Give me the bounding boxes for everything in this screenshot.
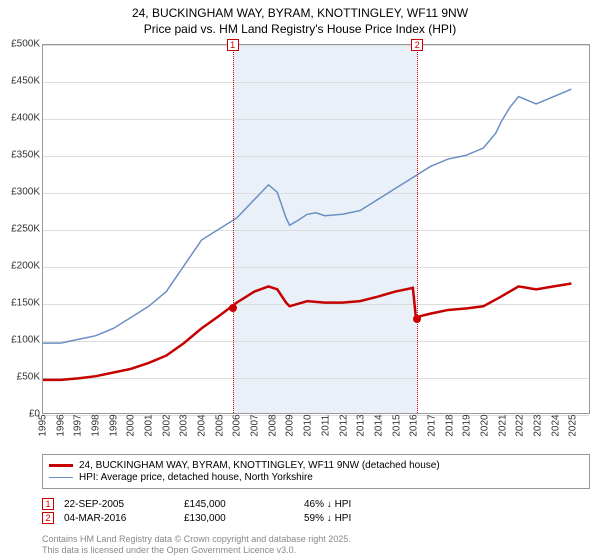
x-tick-label: 2016	[409, 414, 420, 436]
x-tick-label: 2001	[144, 414, 155, 436]
marker-box: 1	[227, 39, 239, 51]
x-tick-label: 2023	[532, 414, 543, 436]
x-tick-label: 2020	[479, 414, 490, 436]
marker-dot	[229, 304, 237, 312]
transaction-table: 1 22-SEP-2005£145,00046% ↓ HPI 2 04-MAR-201…	[42, 496, 424, 526]
series-property	[43, 283, 571, 379]
tx-date: 04-MAR-2016	[64, 513, 184, 524]
x-tick-label: 2021	[497, 414, 508, 436]
y-tick-label: £300K	[0, 187, 40, 198]
footer-line1: Contains HM Land Registry data © Crown c…	[42, 534, 351, 545]
x-tick-label: 2025	[568, 414, 579, 436]
footer-line2: This data is licensed under the Open Gov…	[42, 545, 351, 556]
x-tick-label: 2002	[161, 414, 172, 436]
legend-label-property: 24, BUCKINGHAM WAY, BYRAM, KNOTTINGLEY, …	[79, 460, 440, 471]
title-line2: Price paid vs. HM Land Registry's House …	[0, 22, 600, 38]
tx-delta: 59% ↓ HPI	[304, 513, 424, 524]
x-tick-label: 2005	[214, 414, 225, 436]
x-tick-label: 2011	[320, 415, 331, 437]
x-tick-label: 2006	[232, 414, 243, 436]
x-tick-label: 2000	[126, 414, 137, 436]
x-tick-label: 1999	[108, 414, 119, 436]
x-tick-label: 2010	[303, 414, 314, 436]
tx-marker: 1	[42, 498, 54, 510]
marker-box: 2	[411, 39, 423, 51]
marker-vline	[233, 45, 234, 413]
legend-label-hpi: HPI: Average price, detached house, Nort…	[79, 472, 313, 483]
x-tick-label: 2018	[444, 414, 455, 436]
marker-dot	[413, 315, 421, 323]
y-tick-label: £50K	[0, 372, 40, 383]
y-tick-label: £250K	[0, 224, 40, 235]
x-tick-label: 2008	[267, 414, 278, 436]
tx-price: £145,000	[184, 499, 304, 510]
transaction-row: 2 04-MAR-2016£130,00059% ↓ HPI	[42, 512, 424, 524]
x-tick-label: 1996	[55, 414, 66, 436]
y-tick-label: £500K	[0, 39, 40, 50]
legend-swatch-hpi	[49, 477, 73, 478]
x-tick-label: 1997	[73, 414, 84, 436]
legend-row-hpi: HPI: Average price, detached house, Nort…	[49, 472, 583, 483]
tx-delta: 46% ↓ HPI	[304, 499, 424, 510]
tx-price: £130,000	[184, 513, 304, 524]
y-tick-label: £0	[0, 409, 40, 420]
x-tick-label: 1998	[91, 414, 102, 436]
legend: 24, BUCKINGHAM WAY, BYRAM, KNOTTINGLEY, …	[42, 454, 590, 489]
x-tick-label: 2019	[462, 414, 473, 436]
series-hpi	[43, 89, 571, 343]
x-tick-label: 2015	[391, 414, 402, 436]
x-tick-label: 2014	[373, 414, 384, 436]
tx-marker: 2	[42, 512, 54, 524]
y-tick-label: £400K	[0, 113, 40, 124]
y-tick-label: £350K	[0, 150, 40, 161]
y-tick-label: £200K	[0, 261, 40, 272]
x-tick-label: 2004	[197, 414, 208, 436]
y-tick-label: £150K	[0, 298, 40, 309]
x-tick-label: 2007	[250, 414, 261, 436]
x-tick-label: 2024	[550, 414, 561, 436]
x-tick-label: 2003	[179, 414, 190, 436]
chart-title: 24, BUCKINGHAM WAY, BYRAM, KNOTTINGLEY, …	[0, 0, 600, 37]
legend-swatch-property	[49, 464, 73, 467]
x-tick-label: 2013	[356, 414, 367, 436]
transaction-row: 1 22-SEP-2005£145,00046% ↓ HPI	[42, 498, 424, 510]
x-tick-label: 2012	[338, 414, 349, 436]
y-tick-label: £450K	[0, 76, 40, 87]
x-tick-label: 2017	[426, 414, 437, 436]
x-tick-label: 2022	[515, 414, 526, 436]
tx-date: 22-SEP-2005	[64, 499, 184, 510]
x-tick-label: 2009	[285, 414, 296, 436]
title-line1: 24, BUCKINGHAM WAY, BYRAM, KNOTTINGLEY, …	[0, 6, 600, 22]
footer: Contains HM Land Registry data © Crown c…	[42, 534, 351, 556]
chart-plot-area: 12 1995199619971998199920002001200220032…	[42, 44, 590, 414]
line-series-svg	[43, 45, 589, 413]
y-tick-label: £100K	[0, 335, 40, 346]
marker-vline	[417, 45, 418, 413]
legend-row-property: 24, BUCKINGHAM WAY, BYRAM, KNOTTINGLEY, …	[49, 460, 583, 471]
